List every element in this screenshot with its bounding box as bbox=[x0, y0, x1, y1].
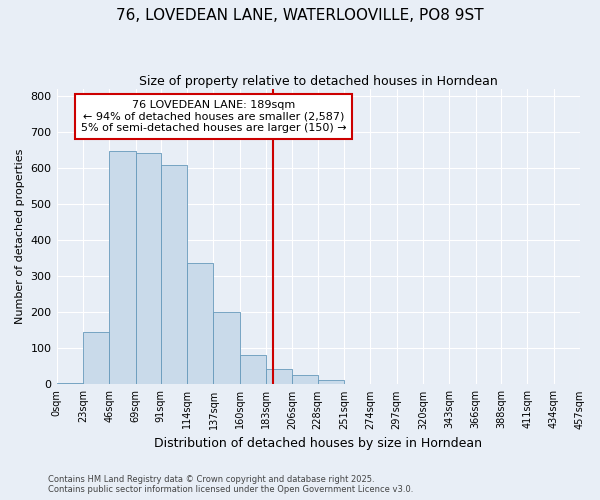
Bar bbox=[109, 151, 136, 384]
Bar bbox=[240, 354, 266, 384]
Bar bbox=[136, 153, 161, 384]
Bar bbox=[56, 382, 83, 384]
Text: Contains HM Land Registry data © Crown copyright and database right 2025.
Contai: Contains HM Land Registry data © Crown c… bbox=[48, 475, 413, 494]
Text: 76, LOVEDEAN LANE, WATERLOOVILLE, PO8 9ST: 76, LOVEDEAN LANE, WATERLOOVILLE, PO8 9S… bbox=[116, 8, 484, 22]
Bar bbox=[292, 374, 317, 384]
Y-axis label: Number of detached properties: Number of detached properties bbox=[15, 149, 25, 324]
Bar bbox=[317, 380, 344, 384]
Bar bbox=[214, 312, 240, 384]
Bar bbox=[161, 165, 187, 384]
X-axis label: Distribution of detached houses by size in Horndean: Distribution of detached houses by size … bbox=[154, 437, 482, 450]
Bar bbox=[83, 332, 109, 384]
Bar bbox=[187, 262, 214, 384]
Text: 76 LOVEDEAN LANE: 189sqm
← 94% of detached houses are smaller (2,587)
5% of semi: 76 LOVEDEAN LANE: 189sqm ← 94% of detach… bbox=[80, 100, 346, 133]
Bar bbox=[266, 369, 292, 384]
Title: Size of property relative to detached houses in Horndean: Size of property relative to detached ho… bbox=[139, 75, 497, 88]
